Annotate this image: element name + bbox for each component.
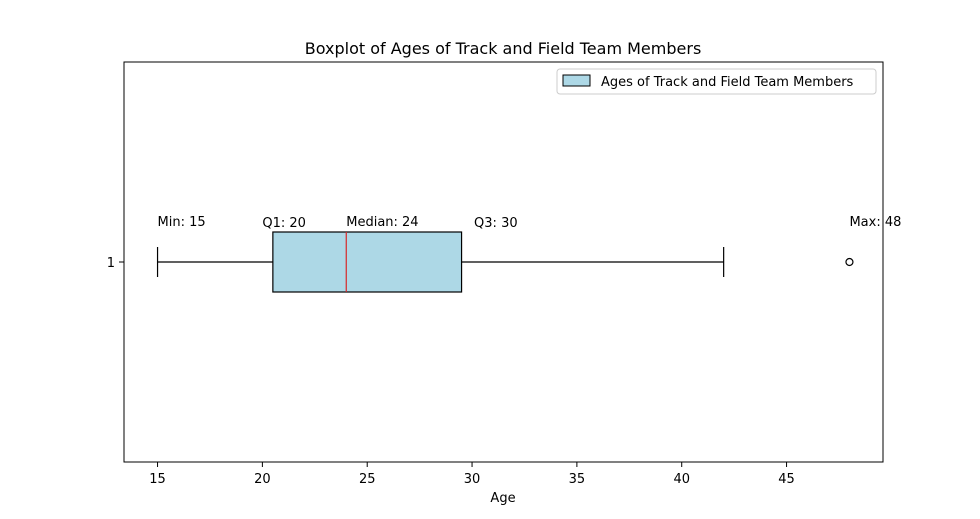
y-tick-label: 1 [107,256,115,271]
annotation-label: Q3: 30 [474,216,518,231]
x-axis-label: Age [490,491,515,506]
annotation-label: Min: 15 [158,215,206,230]
annotation-label: Q1: 20 [262,216,306,231]
annotation-label: Median: 24 [346,215,418,230]
box [272,231,463,293]
x-tick-label: 30 [464,472,481,487]
x-tick-label: 40 [673,472,690,487]
x-tick-label: 45 [778,472,795,487]
outlier-point [845,257,854,267]
chart-title: Boxplot of Ages of Track and Field Team … [305,39,702,58]
annotation-label: Max: 48 [849,215,901,230]
x-tick-label: 20 [254,472,271,487]
legend-swatch [562,74,591,87]
legend-label: Ages of Track and Field Team Members [601,75,854,90]
x-tick-label: 35 [569,472,586,487]
x-tick-label: 25 [359,472,376,487]
x-tick-label: 15 [149,472,166,487]
plot-area: 15 20 25 30 35 40 45 1 Min: 15 Q1: 20 Median: 24 Q3… [107,61,901,487]
legend-box [556,68,877,95]
